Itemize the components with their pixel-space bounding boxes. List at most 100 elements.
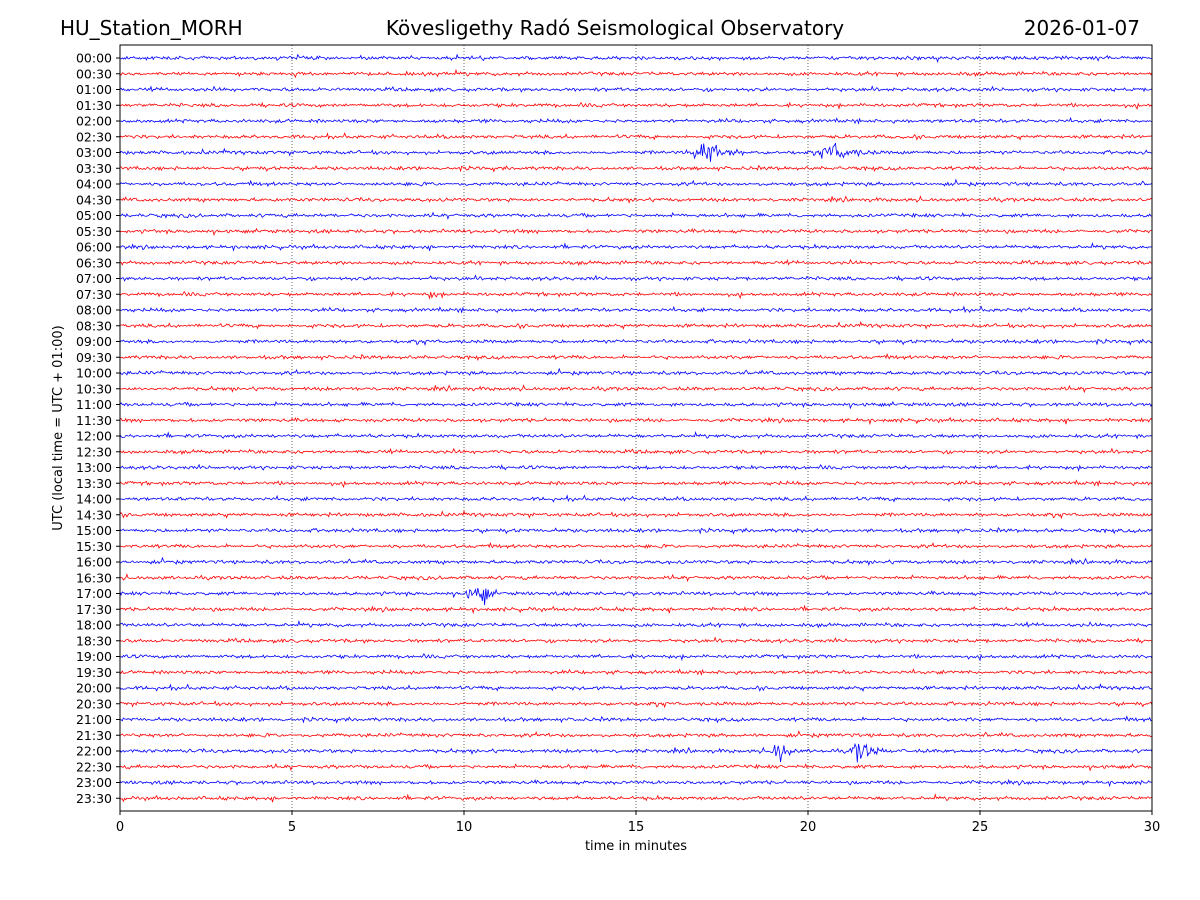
trace-0600 [119, 241, 1153, 252]
y-tick-label: 03:30 [76, 161, 112, 176]
trace-1530 [119, 541, 1153, 550]
trace-0030 [119, 68, 1153, 79]
trace-0530 [119, 227, 1153, 237]
trace-1430 [119, 509, 1153, 520]
trace-2000 [119, 683, 1153, 693]
trace-0500 [119, 211, 1153, 220]
y-tick-label: 13:30 [76, 476, 112, 491]
trace-1200 [119, 431, 1153, 440]
trace-2130 [119, 729, 1153, 739]
trace-0100 [119, 85, 1153, 93]
trace-2200 [119, 742, 1153, 763]
y-tick-label: 11:30 [76, 413, 112, 428]
trace-1130 [119, 416, 1153, 426]
y-tick-label: 20:00 [76, 681, 112, 696]
y-tick-label: 23:00 [76, 775, 112, 790]
y-tick-label: 04:30 [76, 192, 112, 207]
y-tick-label: 08:30 [76, 318, 112, 333]
y-tick-label: 01:30 [76, 98, 112, 113]
trace-1700 [119, 588, 1153, 606]
y-tick-label: 06:00 [76, 240, 112, 255]
trace-0330 [119, 164, 1153, 173]
y-tick-label: 11:00 [76, 397, 112, 412]
trace-0130 [119, 101, 1153, 111]
y-tick-label: 07:30 [76, 287, 112, 302]
y-tick-label: 18:30 [76, 633, 112, 648]
y-tick-label: 00:00 [76, 51, 112, 66]
date-label: 2026-01-07 [1023, 16, 1140, 40]
trace-1330 [119, 479, 1153, 489]
y-tick-label: 05:30 [76, 224, 112, 239]
y-tick-label: 10:30 [76, 381, 112, 396]
trace-1730 [119, 604, 1153, 615]
trace-1900 [119, 653, 1153, 662]
trace-1800 [119, 619, 1153, 629]
y-tick-label: 14:30 [76, 507, 112, 522]
y-tick-label: 13:00 [76, 460, 112, 475]
x-tick-label: 30 [1144, 820, 1161, 835]
trace-1930 [119, 668, 1153, 677]
y-tick-label: 15:00 [76, 523, 112, 538]
y-tick-label: 06:30 [76, 255, 112, 270]
y-tick-label: 01:00 [76, 82, 112, 97]
trace-0800 [119, 305, 1153, 314]
y-tick-label: 21:30 [76, 728, 112, 743]
trace-1400 [119, 494, 1153, 503]
trace-1100 [119, 400, 1153, 410]
trace-2230 [119, 762, 1153, 772]
y-tick-label: 09:00 [76, 334, 112, 349]
trace-0400 [119, 178, 1153, 187]
x-tick-label: 10 [456, 820, 473, 835]
y-tick-label: 23:30 [76, 791, 112, 806]
y-tick-label: 08:00 [76, 303, 112, 318]
x-axis-ticks: 0 5 10 15 20 25 30 [116, 811, 1160, 835]
y-tick-label: 02:00 [76, 114, 112, 129]
x-tick-label: 25 [972, 820, 989, 835]
trace-1500 [119, 526, 1153, 535]
x-tick-label: 5 [288, 820, 296, 835]
y-tick-label: 10:00 [76, 366, 112, 381]
y-tick-label: 22:00 [76, 744, 112, 759]
y-tick-label: 05:00 [76, 208, 112, 223]
y-tick-label: 14:00 [76, 492, 112, 507]
y-tick-label: 15:30 [76, 539, 112, 554]
y-tick-label: 16:30 [76, 570, 112, 585]
y-tick-label: 12:00 [76, 429, 112, 444]
trace-0930 [119, 352, 1153, 362]
trace-1230 [119, 447, 1153, 456]
grid-lines [291, 45, 981, 811]
y-tick-label: 09:30 [76, 350, 112, 365]
trace-2330 [119, 793, 1153, 803]
seismic-traces [119, 53, 1153, 803]
x-tick-label: 15 [628, 820, 645, 835]
y-tick-label: 07:00 [76, 271, 112, 286]
trace-0230 [119, 132, 1153, 141]
trace-0900 [119, 338, 1153, 347]
y-tick-label: 03:00 [76, 145, 112, 160]
y-tick-label: 18:00 [76, 618, 112, 633]
trace-1030 [119, 384, 1153, 394]
trace-0200 [119, 116, 1153, 125]
x-tick-label: 20 [800, 820, 817, 835]
y-tick-label: 19:00 [76, 649, 112, 664]
trace-0430 [119, 195, 1153, 204]
y-tick-label: 02:30 [76, 129, 112, 144]
y-tick-label: 04:00 [76, 177, 112, 192]
y-tick-label: 16:00 [76, 555, 112, 570]
station-label: HU_Station_MORH [60, 16, 243, 40]
y-tick-label: 12:30 [76, 444, 112, 459]
trace-0830 [120, 320, 1153, 330]
y-axis-ticks: 00:0000:3001:0001:3002:0002:3003:0003:30… [76, 51, 120, 806]
trace-2300 [119, 778, 1153, 788]
trace-1300 [119, 463, 1153, 473]
trace-2100 [119, 715, 1153, 724]
x-tick-label: 0 [116, 820, 124, 835]
trace-0730 [119, 290, 1153, 300]
trace-1000 [119, 367, 1153, 377]
trace-0630 [120, 258, 1153, 267]
trace-2030 [119, 700, 1153, 709]
y-tick-label: 00:30 [76, 66, 112, 81]
trace-0300 [119, 142, 1153, 162]
y-axis-label: UTC (local time = UTC + 01:00) [51, 325, 66, 530]
